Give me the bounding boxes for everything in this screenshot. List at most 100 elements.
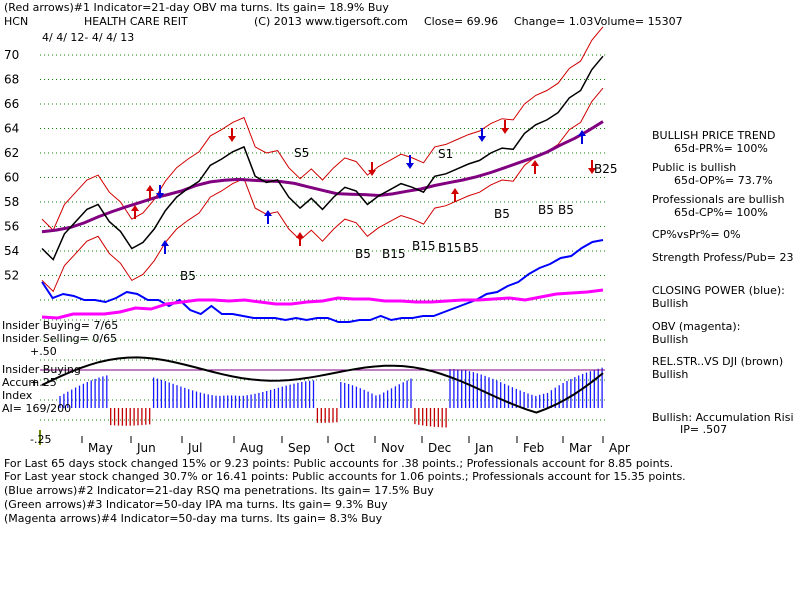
stock-name: HEALTH CARE REIT [84,15,188,28]
up-arrow-icon [451,188,459,202]
signal-label: B5 [180,269,196,283]
down-arrow-icon [406,155,414,169]
signal-label: B5 [494,207,510,221]
rel-str-status: Bullish [652,368,689,381]
magenta-arrows-indicator: (Magenta arrows)#4 Indicator=50-day ma t… [4,512,383,525]
down-arrow-icon [228,128,236,142]
down-arrow-icon [478,128,486,142]
x-tick-label: May [88,441,113,455]
upper-band [41,26,604,232]
professionals-status: Professionals are bullish [652,193,785,206]
closing-power-line [41,239,604,323]
y-tick-label: 54 [4,244,19,258]
signal-label: B5 [463,241,479,255]
up-arrow-icon [161,240,169,254]
up-arrow-icon [296,232,304,246]
y-tick-label: 64 [4,122,19,136]
down-arrow-icon [588,160,596,174]
signal-label: B5 [538,203,554,217]
y-tick-label: 56 [4,220,19,234]
x-tick-label: Jan [474,441,494,455]
index-label: Index [2,389,33,402]
signal-label: S5 [294,146,309,160]
cp-value: 65d-CP%= 100% [674,206,768,219]
down-arrow-icon [368,162,376,176]
pr-value: 65d-PR%= 100% [674,142,768,155]
rel-str-label: REL.STR..VS DJI (brown) [652,355,784,368]
green-arrows-indicator: (Green arrows)#3 Indicator=50-day IPA ma… [4,498,388,511]
signal-label: B25 [594,162,618,176]
cp-vs-pr: CP%vsPr%= 0% [652,228,741,241]
accum-plus50: +.50 [30,345,57,358]
accum-plus25: +.25 [30,376,57,389]
close-value: Close= 69.96 [424,15,499,28]
x-axis-tick-labels: May Jun Jul Aug Sep Oct Nov Dec Jan Feb Mar Apr [39,430,630,455]
up-arrow-icon [146,185,154,199]
accumulation-status: Bullish: Accumulation Risi [652,411,794,424]
footer-year: For Last year stock changed 30.7% or 16.… [4,470,686,483]
x-tick-label: Jul [187,441,202,455]
y-tick-label: 62 [4,146,19,160]
down-arrow-icon [156,185,164,199]
price-series [41,55,604,414]
down-arrow-icon [501,120,509,134]
signal-label: B15 [382,247,406,261]
y-tick-label: 52 [4,269,19,283]
insider-buying-count: Insider Buying= 7/65 [2,319,119,332]
up-arrow-icon [531,160,539,174]
obv-status: Bullish [652,333,689,346]
y-tick-label: 66 [4,97,19,111]
accum-minus25: -.25 [30,433,52,446]
signal-label: B5 [355,247,371,261]
y-tick-label: 58 [4,195,19,209]
x-tick-label: Dec [428,441,451,455]
signal-label: B15 [412,239,436,253]
strength-ratio: Strength Profess/Pub= 23 [652,251,794,264]
price-line [41,55,604,261]
signal-label: B5 [558,203,574,217]
op-value: 65d-OP%= 73.7% [674,174,773,187]
obv-line [41,288,604,320]
up-arrow-icon [578,130,586,144]
x-tick-label: Feb [523,441,544,455]
signal-label: B15 [438,241,462,255]
y-tick-label: 70 [4,48,19,62]
copyright: (C) 2013 www.tigersoft.com [254,15,408,28]
closing-power-label: CLOSING POWER (blue): [652,284,785,297]
public-status: Public is bullish [652,161,737,174]
price-bands [41,26,604,293]
insider-buying-label: Insider Buying [2,363,81,376]
ticker: HCN [4,15,29,28]
insider-selling-count: Insider Selling= 0/65 [2,332,118,345]
x-tick-label: Sep [288,441,311,455]
signal-label: S1 [438,147,453,161]
accumulation-index [40,367,605,428]
y-axis-tick-labels: 70 68 66 64 62 60 58 56 54 52 [4,48,19,283]
x-tick-label: Mar [569,441,592,455]
y-tick-label: 68 [4,73,19,87]
footer-65-day: For Last 65 days stock changed 15% or 9.… [4,457,674,470]
lower-band [41,87,604,293]
x-tick-label: Jun [136,441,156,455]
bullish-price-trend: BULLISH PRICE TREND [652,129,776,142]
accum-label: Accum [2,376,40,389]
up-arrow-icon [264,210,272,224]
moving-average-50d [41,120,604,234]
x-tick-label: Apr [609,441,630,455]
ip-value: IP= .507 [680,423,728,436]
x-tick-label: Oct [334,441,355,455]
y-tick-label: 60 [4,171,19,185]
ai-value: AI= 169/200 [2,402,72,415]
closing-power-status: Bullish [652,297,689,310]
date-range: 4/ 4/ 12- 4/ 4/ 13 [42,31,135,44]
blue-arrows-indicator: (Blue arrows)#2 Indicator=21-day RSQ ma … [4,484,434,497]
red-arrows-indicator: (Red arrows)#1 Indicator=21-day OBV ma t… [4,1,389,14]
obv-label: OBV (magenta): [652,320,741,333]
up-arrow-icon [131,205,139,219]
accum-oscillator-line [41,356,604,414]
x-tick-label: Aug [240,441,263,455]
x-tick-label: Nov [381,441,404,455]
change-value: Change= 1.03 [514,15,594,28]
